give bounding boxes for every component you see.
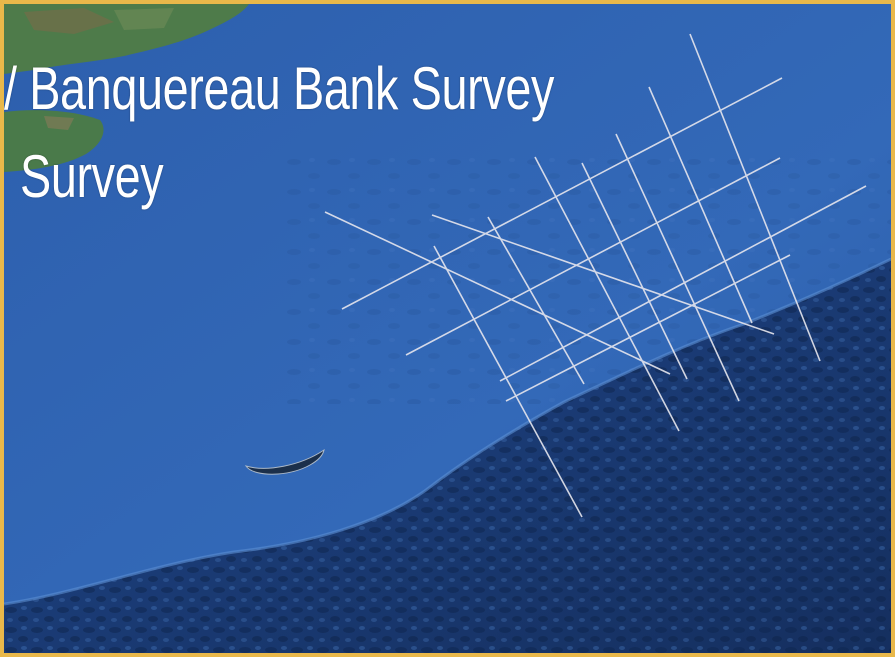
- shelf-break: [4, 257, 891, 606]
- survey-map: [4, 4, 891, 653]
- island: [4, 110, 104, 172]
- map-title-line-2: Survey: [20, 143, 164, 210]
- survey-grid: [324, 33, 867, 518]
- seabed-ridge: [244, 448, 325, 475]
- map-title: / Banquereau Bank Survey: [4, 55, 555, 122]
